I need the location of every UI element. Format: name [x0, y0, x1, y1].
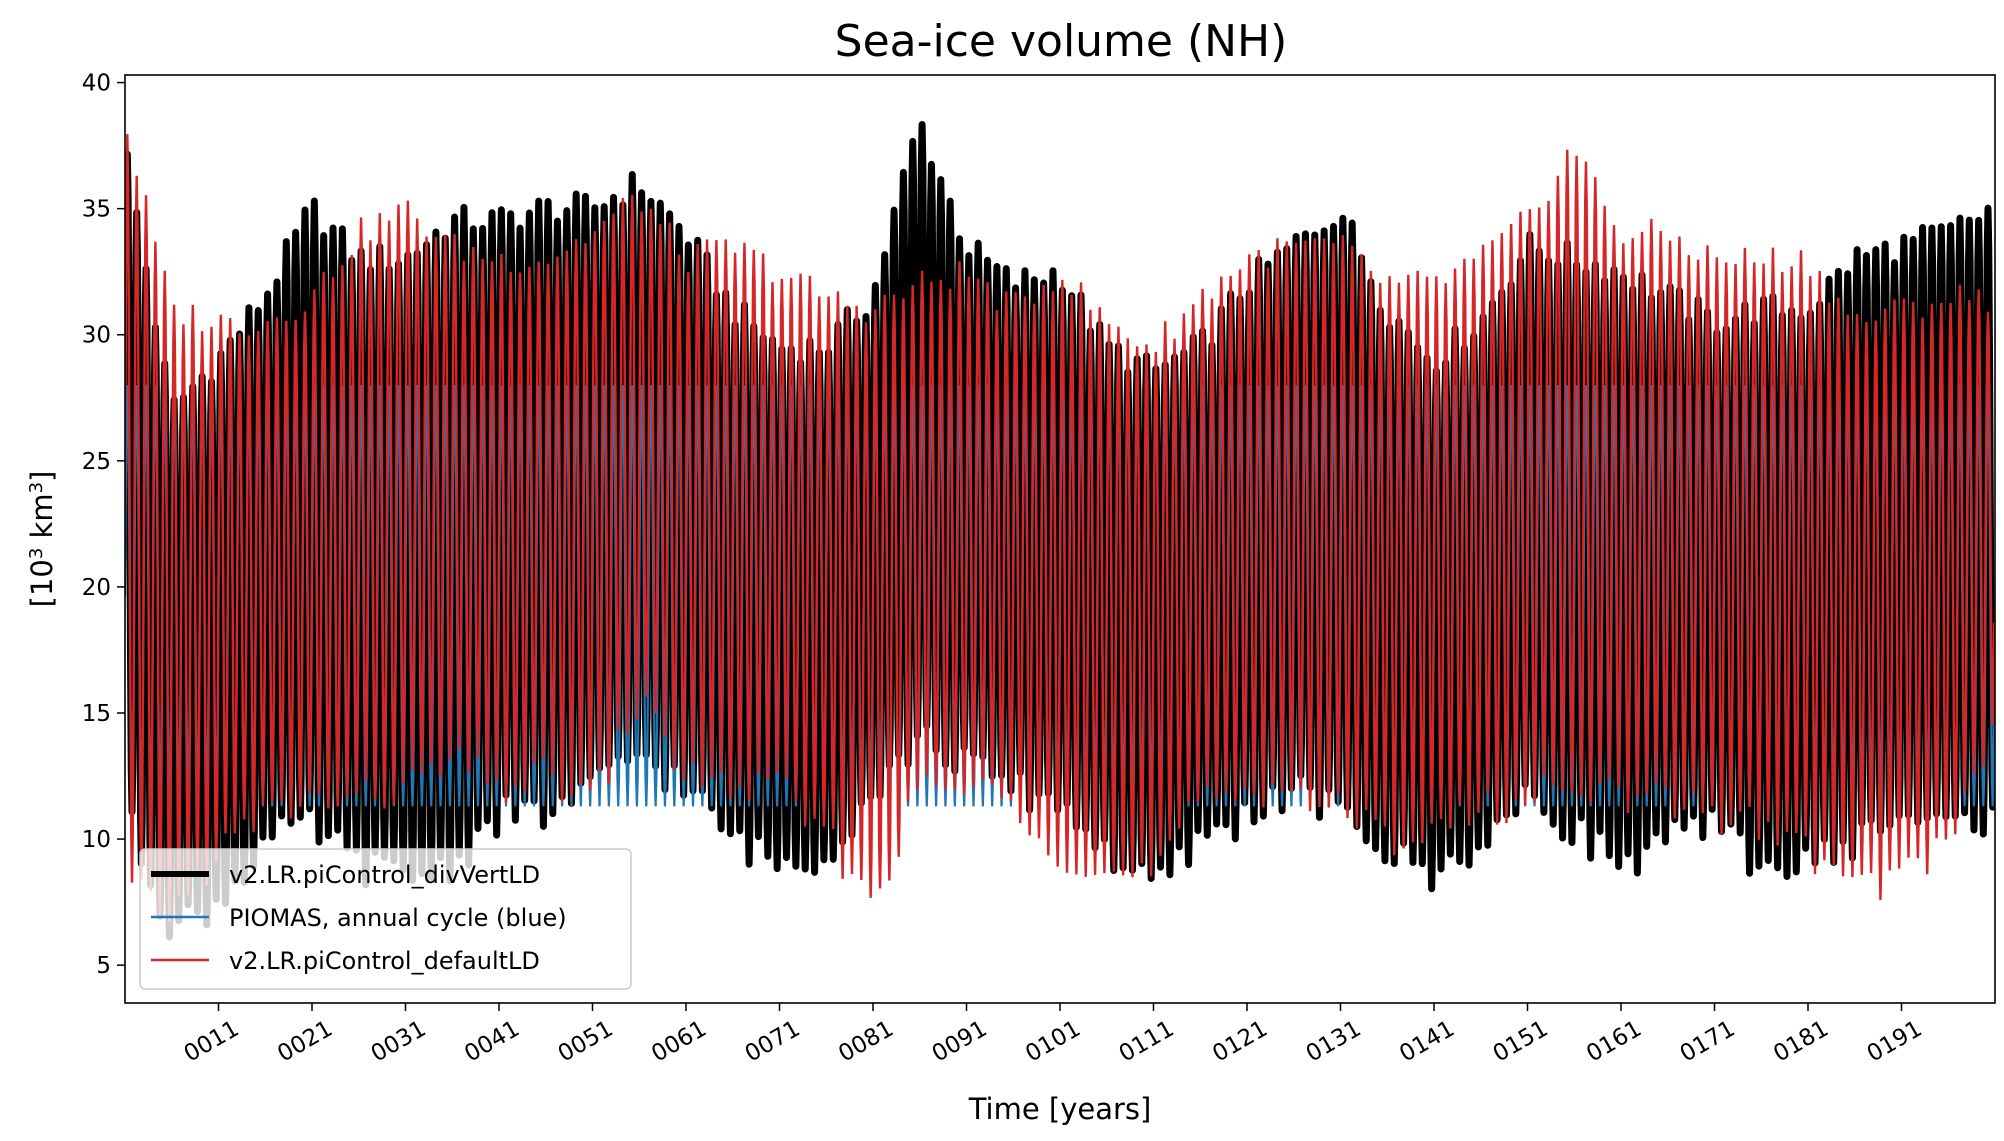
y-label-base: [10 — [25, 559, 59, 607]
y-label-sup: 3 — [26, 548, 47, 559]
y-label-sup2: 3 — [26, 482, 47, 493]
y-tick-label: 25 — [82, 449, 111, 475]
y-axis: 5 10 15 20 25 30 35 40 — [82, 71, 125, 979]
legend-label-defaultLD: v2.LR.piControl_defaultLD — [229, 947, 540, 975]
line-defaultLD — [125, 134, 1995, 923]
y-tick-label: 15 — [82, 701, 111, 727]
series-defaultLD — [125, 134, 1995, 923]
y-label-end: ] — [25, 471, 59, 482]
y-label-mid: km — [25, 493, 59, 547]
y-axis-label: [103 km3] — [25, 471, 59, 608]
legend-label-piomas: PIOMAS, annual cycle (blue) — [229, 904, 567, 932]
legend-box — [139, 848, 632, 990]
legend: v2.LR.piControl_divVertLD PIOMAS, annual… — [139, 848, 632, 990]
y-tick-label: 20 — [82, 575, 111, 601]
y-tick-label: 10 — [82, 827, 111, 853]
y-tick-label: 30 — [82, 323, 111, 349]
y-tick-label: 35 — [82, 197, 111, 223]
plot-area — [125, 121, 1995, 941]
x-axis-label: Time [years] — [968, 1092, 1152, 1126]
legend-label-divVertLD: v2.LR.piControl_divVertLD — [229, 861, 540, 889]
y-tick-label: 40 — [82, 71, 111, 97]
y-tick-label: 5 — [96, 953, 111, 979]
chart-title: Sea-ice volume (NH) — [835, 16, 1288, 67]
